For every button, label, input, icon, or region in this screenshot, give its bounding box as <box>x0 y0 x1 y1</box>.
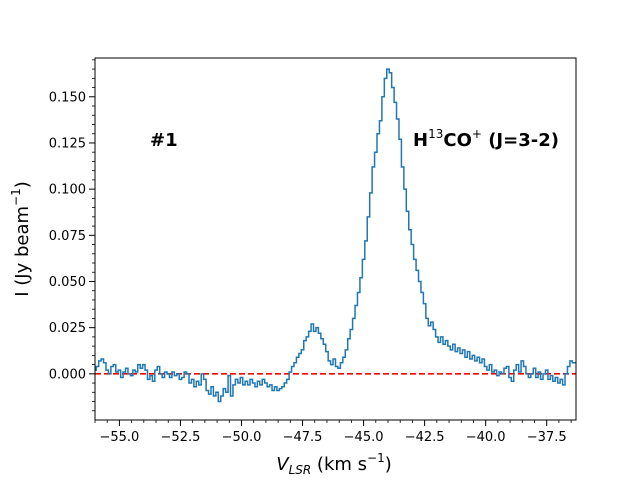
line-annotation: H13CO+ (J=3-2) <box>413 127 559 151</box>
x-tick-label: −42.5 <box>405 430 445 445</box>
x-tick-label: −52.5 <box>161 430 201 445</box>
x-tick-label: −40.0 <box>466 430 506 445</box>
y-tick-label: 0.125 <box>49 136 86 151</box>
y-tick-label: 0.100 <box>49 183 86 198</box>
y-tick-label: 0.050 <box>49 275 86 290</box>
x-tick-label: −55.0 <box>99 430 139 445</box>
x-tick-label: −50.0 <box>222 430 262 445</box>
axes-frame <box>94 57 577 421</box>
plot-area <box>95 68 576 403</box>
y-tick-label: 0.025 <box>49 321 86 336</box>
x-tick-label: −37.5 <box>527 430 567 445</box>
x-tick-label: −45.0 <box>344 430 384 445</box>
y-axis-ticks: 0.000 0.025 0.050 0.075 0.100 0.125 0.150 <box>49 59 95 412</box>
y-axis-label: I (Jy beam−1) <box>9 181 33 297</box>
source-annotation: #1 <box>150 130 178 151</box>
x-tick-label: −47.5 <box>283 430 323 445</box>
y-tick-label: 0.150 <box>49 90 86 105</box>
y-tick-label: 0.075 <box>49 229 86 244</box>
x-axis-label: VLSR (km s−1) <box>276 451 392 477</box>
y-tick-label: 0.000 <box>49 367 86 382</box>
spectrum-series-line <box>95 68 576 403</box>
x-axis-ticks: −55.0 −52.5 −50.0 −47.5 −45.0 −42.5 −40.0 −37.5 <box>94 420 572 445</box>
